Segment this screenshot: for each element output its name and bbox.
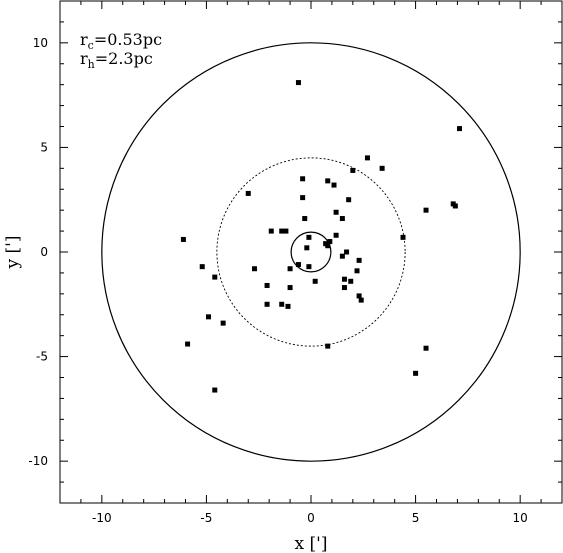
y-tick-label: -5 xyxy=(36,350,48,364)
data-point xyxy=(302,216,308,222)
circle-2 xyxy=(290,231,332,273)
data-point xyxy=(356,293,362,299)
data-point xyxy=(341,285,347,291)
data-point xyxy=(283,228,289,234)
data-point xyxy=(356,257,362,263)
data-point xyxy=(199,264,205,270)
data-point xyxy=(287,285,293,291)
data-point xyxy=(350,167,356,173)
data-point xyxy=(206,314,212,320)
data-point xyxy=(339,216,345,222)
data-point xyxy=(423,345,429,351)
data-point xyxy=(212,274,218,280)
data-point xyxy=(325,343,331,349)
annotation-rh: rh=2.3pc xyxy=(80,49,153,71)
data-point xyxy=(252,266,258,272)
annotation-rc: rc=0.53pc xyxy=(80,30,162,52)
data-point xyxy=(285,303,291,309)
y-tick-label: 5 xyxy=(40,140,48,154)
x-tick-label: 5 xyxy=(412,511,420,525)
y-tick-label: -10 xyxy=(28,454,48,468)
data-point xyxy=(300,195,306,201)
data-point xyxy=(346,197,352,203)
data-point xyxy=(364,155,370,161)
x-tick-label: -5 xyxy=(200,511,212,525)
data-point xyxy=(325,243,331,249)
data-point xyxy=(264,282,270,288)
data-point xyxy=(279,301,285,307)
data-point xyxy=(341,276,347,282)
data-point xyxy=(295,80,301,86)
data-point xyxy=(306,264,312,270)
data-point xyxy=(279,228,285,234)
circle-0 xyxy=(101,42,521,462)
circle-1 xyxy=(216,157,406,347)
data-point xyxy=(312,278,318,284)
data-point xyxy=(287,266,293,272)
y-axis-label: y ['] xyxy=(3,236,23,270)
x-tick-label: -10 xyxy=(92,511,112,525)
x-tick-label: 0 xyxy=(307,511,315,525)
data-point xyxy=(354,268,360,274)
x-axis-label: x ['] xyxy=(295,534,328,553)
y-tick-label: 10 xyxy=(33,36,48,50)
data-point xyxy=(220,320,226,326)
data-point xyxy=(423,207,429,213)
points-layer xyxy=(180,80,463,393)
data-point xyxy=(457,126,463,132)
data-point xyxy=(325,178,331,184)
data-point xyxy=(264,301,270,307)
data-point xyxy=(339,253,345,259)
data-point xyxy=(180,236,186,242)
ticks-layer: -10 -5 0 5 10 -10 -5 0 5 10 xyxy=(28,0,563,525)
data-point xyxy=(327,239,333,245)
data-point xyxy=(245,190,251,196)
data-point xyxy=(344,249,350,255)
data-point xyxy=(212,387,218,393)
data-point xyxy=(379,165,385,171)
data-point xyxy=(358,297,364,303)
data-point xyxy=(295,262,301,268)
data-point xyxy=(185,341,191,347)
data-point xyxy=(306,234,312,240)
data-point xyxy=(333,232,339,238)
data-point xyxy=(452,203,458,209)
data-point xyxy=(304,245,310,251)
x-tick-label: 10 xyxy=(513,511,528,525)
circles-layer xyxy=(101,42,521,462)
data-point xyxy=(331,182,337,188)
data-point xyxy=(333,209,339,215)
data-point xyxy=(400,234,406,240)
data-point xyxy=(413,370,419,376)
y-tick-label: 0 xyxy=(40,245,48,259)
data-point xyxy=(300,176,306,182)
plot-frame xyxy=(59,0,563,504)
data-point xyxy=(268,228,274,234)
data-point xyxy=(348,278,354,284)
